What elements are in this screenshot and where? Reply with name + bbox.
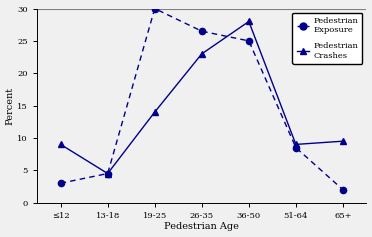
Legend: Pedestrian
Exposure, Pedestrian
Crashes: Pedestrian Exposure, Pedestrian Crashes bbox=[292, 13, 362, 64]
X-axis label: Pedestrian Age: Pedestrian Age bbox=[164, 223, 239, 232]
Y-axis label: Percent: Percent bbox=[6, 87, 15, 125]
